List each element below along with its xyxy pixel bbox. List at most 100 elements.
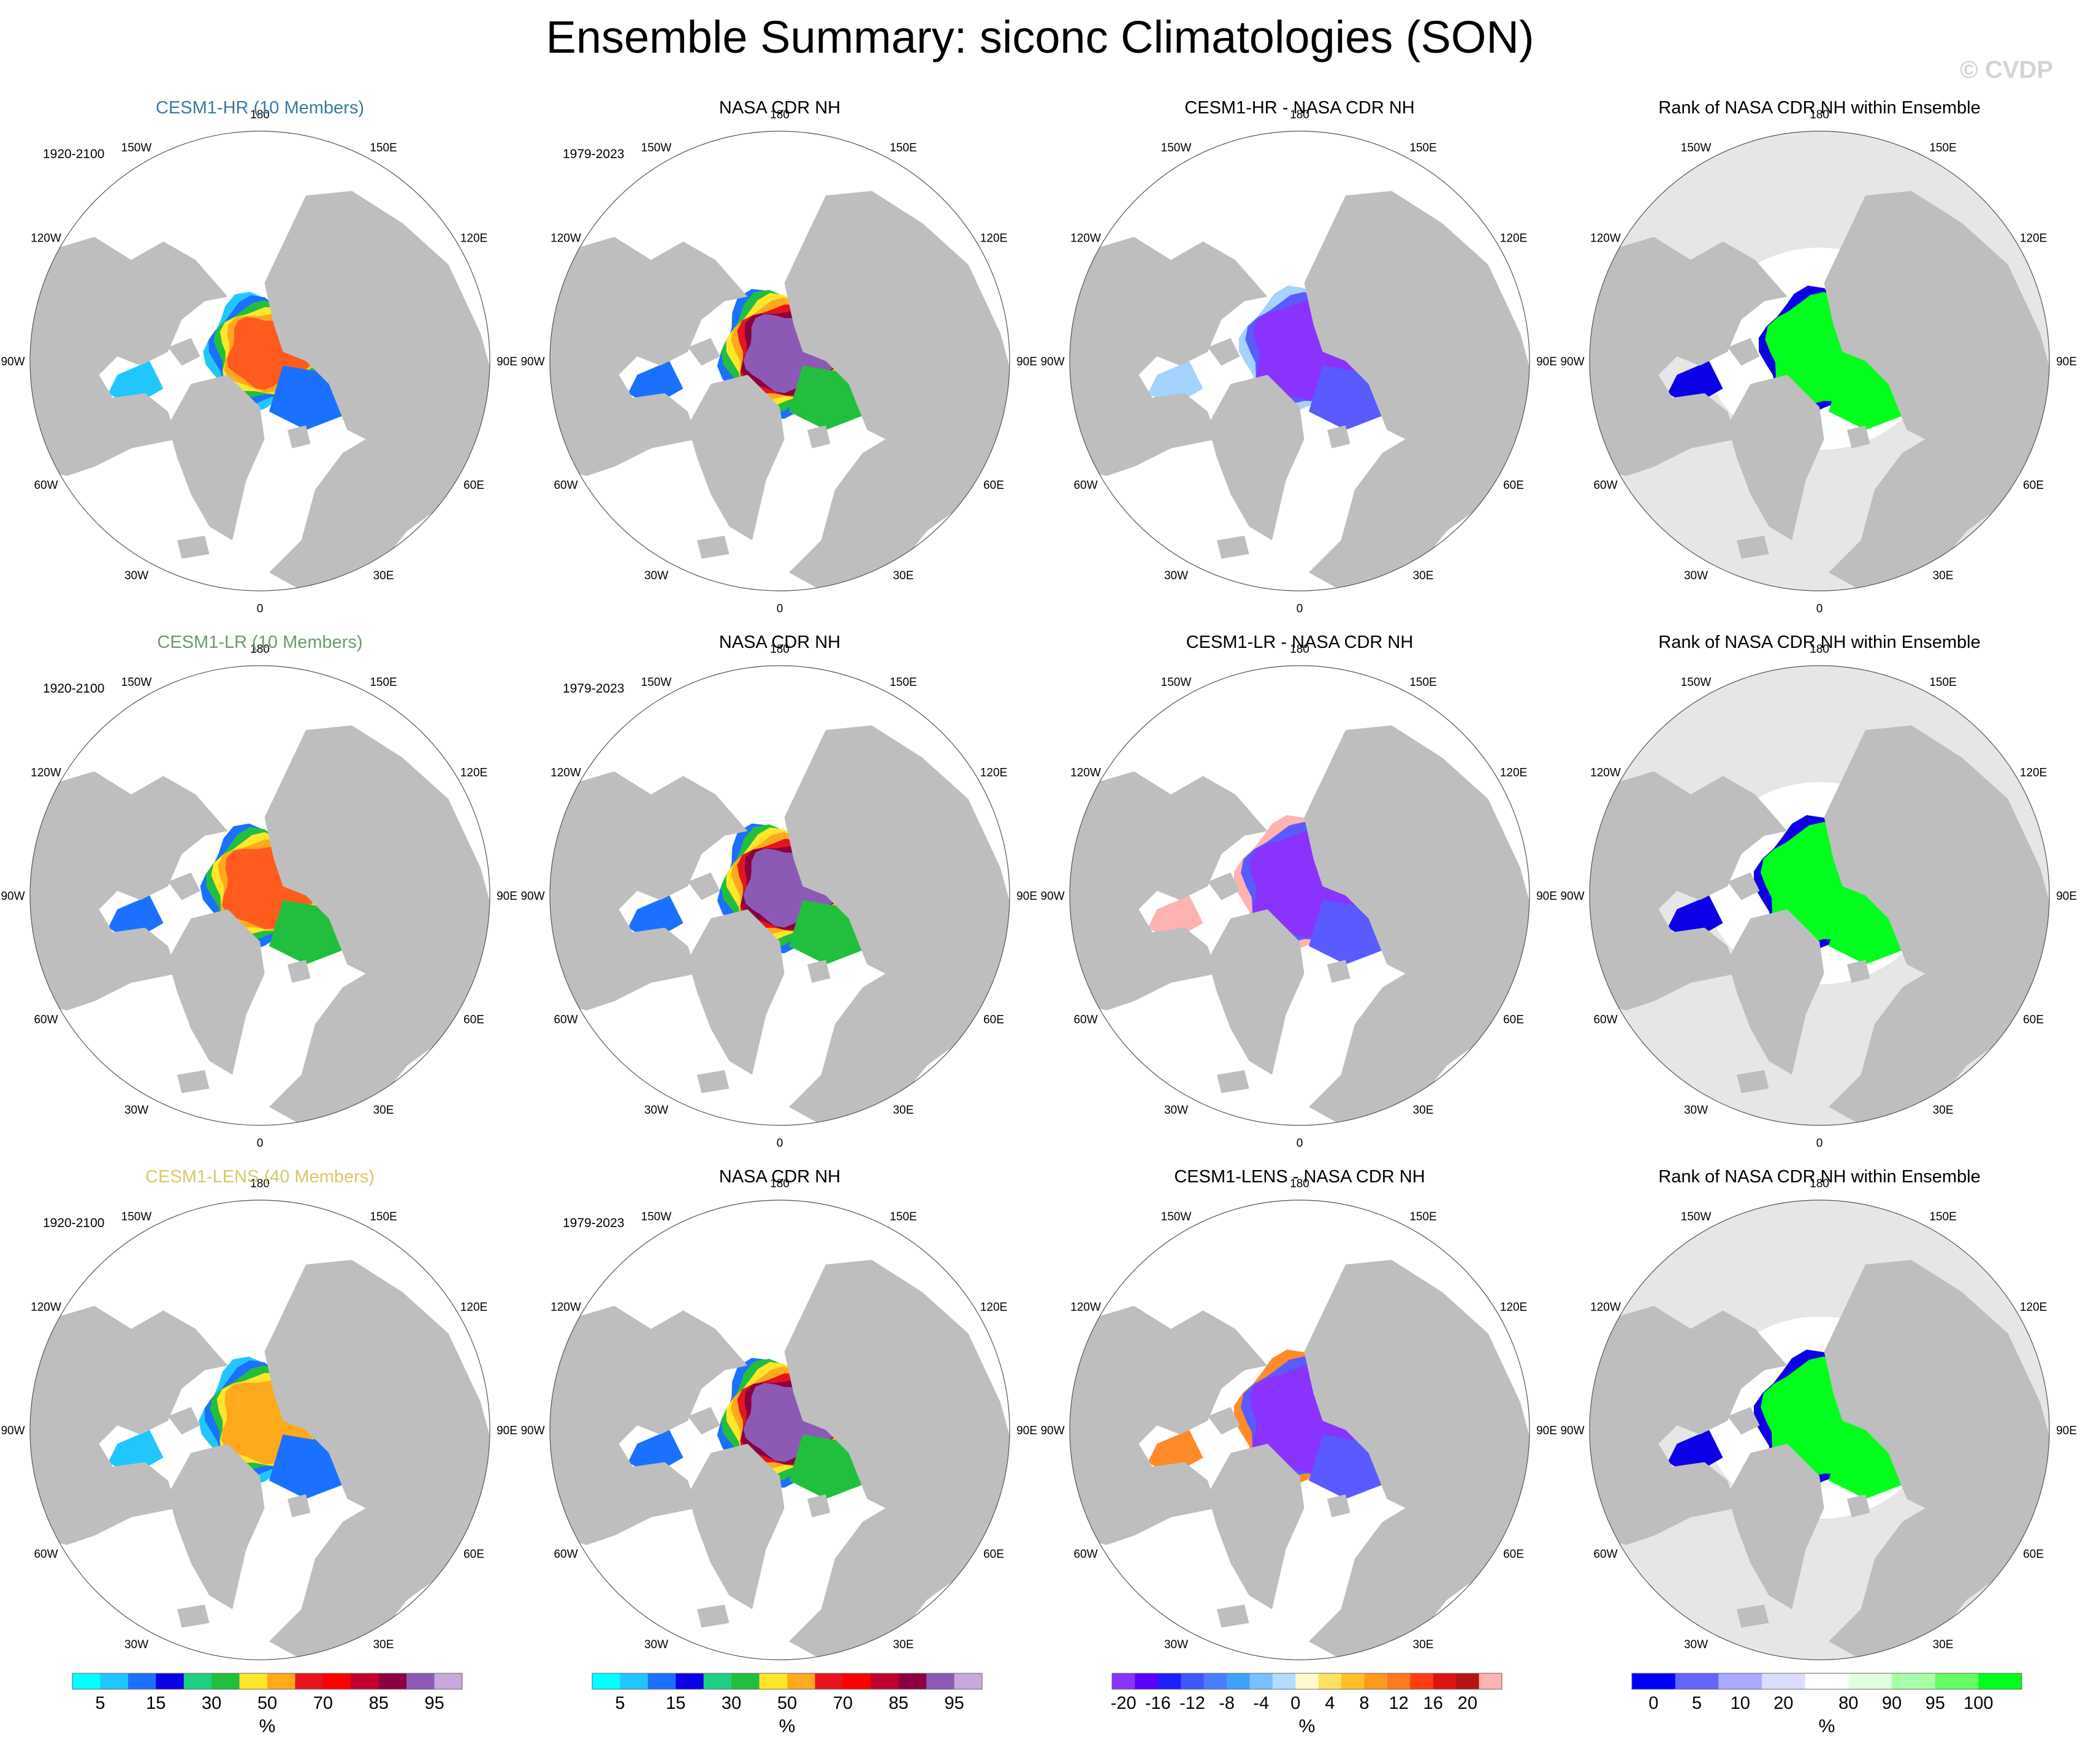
land-novaya	[1902, 1434, 1935, 1467]
longitude-label: 180	[250, 1177, 270, 1190]
panel-title: CESM1-HR (10 Members)	[156, 98, 364, 118]
longitude-label: 30W	[124, 1104, 148, 1117]
land-greenland	[688, 374, 785, 541]
longitude-label: 120E	[2020, 767, 2047, 780]
colorbar-swatch	[1387, 1673, 1411, 1689]
period-label: 1979-2023	[563, 682, 625, 696]
longitude-label: 120E	[1500, 232, 1527, 245]
longitude-label: 150W	[641, 142, 672, 154]
sea-ice-patch-hudson	[628, 895, 684, 941]
longitude-label: 120W	[550, 767, 581, 780]
land-novaya	[343, 900, 375, 932]
land-northAmerica	[1590, 1306, 1788, 1545]
longitude-label: 150W	[1161, 676, 1192, 689]
land-arch1	[1208, 872, 1240, 900]
land-eurasia	[264, 191, 490, 591]
land-arch2	[1709, 324, 1732, 343]
land-arch2	[1709, 859, 1732, 877]
colorbar-swatch	[1935, 1673, 1979, 1689]
colorbar-tick-label: 50	[777, 1694, 797, 1713]
colorbar-swatch	[1805, 1673, 1849, 1689]
figure-title: Ensemble Summary: siconc Climatologies (…	[546, 12, 1534, 63]
colorbar-tick-label: 0	[1290, 1694, 1300, 1713]
land-eurasia	[1824, 1260, 2049, 1660]
longitude-label: 180	[770, 108, 790, 121]
longitude-label: 90E	[2056, 890, 2077, 903]
longitude-label: 120E	[460, 1301, 487, 1314]
land-iceland	[1217, 1070, 1249, 1093]
map-panel-model: 180 150W 150E 120W 120E 90W 90E 60W 60E 30W 30E 0 CE…	[0, 98, 520, 631]
colorbar-tick-label: 30	[202, 1694, 221, 1713]
land-svalbard	[1847, 960, 1870, 983]
colorbar-tick-label: 90	[1882, 1694, 1902, 1713]
map-panel-obs: 180150W150E120W120E90W90E60W60E30W30E0NA…	[520, 1167, 1040, 1700]
longitude-label: 150W	[641, 676, 672, 689]
colorbar-swatch	[703, 1673, 732, 1689]
period-label: 1979-2023	[563, 1216, 625, 1230]
longitude-label: 60W	[34, 1548, 58, 1561]
colorbar-swatch	[842, 1673, 871, 1689]
land-arch2	[669, 324, 693, 343]
colorbar-legend: 0 5 10 20 80 90 95 100%	[1631, 1672, 2022, 1764]
panel-title: CESM1-HR - NASA CDR NH	[1184, 98, 1415, 118]
colorbar-swatch	[156, 1673, 185, 1689]
longitude-label: 150W	[1681, 142, 1712, 154]
colorbar-swatch	[128, 1673, 156, 1689]
land-greenland	[1208, 909, 1305, 1075]
land-iceland	[1737, 536, 1769, 559]
land-novaya	[1902, 900, 1935, 932]
colorbar-tick-label: -4	[1253, 1694, 1269, 1713]
colorbar-tick-label: 30	[722, 1694, 741, 1713]
longitude-label: 0	[1816, 603, 1823, 615]
land-arch2	[1189, 324, 1213, 343]
land-northAmerica	[1070, 237, 1268, 476]
colorbar-swatch	[1848, 1673, 1892, 1689]
colorbar-swatch	[1295, 1673, 1319, 1689]
longitude-label: 60W	[34, 479, 58, 492]
colorbar-tick-label: 85	[889, 1694, 909, 1713]
colorbar-tick-label: 70	[313, 1694, 333, 1713]
land-arch1	[688, 1407, 720, 1435]
longitude-label: 120E	[1500, 767, 1527, 780]
longitude-label: 60E	[2023, 479, 2044, 492]
colorbar-tick-label: 85	[369, 1694, 389, 1713]
longitude-label: 150W	[1681, 1211, 1712, 1223]
longitude-label: 150W	[1681, 676, 1712, 689]
longitude-label: 90W	[1, 355, 25, 368]
land-arch1	[168, 1407, 200, 1435]
map-boundary	[1589, 665, 2050, 1126]
longitude-label: 150W	[121, 676, 152, 689]
colorbar-swatch	[898, 1673, 927, 1689]
land-northAmerica	[1070, 1306, 1268, 1545]
land-novaya	[863, 365, 895, 398]
longitude-label: 150W	[121, 1211, 152, 1223]
land-iceland	[697, 536, 730, 559]
longitude-label: 0	[257, 1137, 264, 1150]
colorbar-swatch	[322, 1673, 351, 1689]
land-northAmerica	[550, 237, 748, 476]
land-svalbard	[1327, 960, 1350, 983]
land-svalbard	[807, 425, 831, 449]
longitude-label: 180	[1810, 1177, 1829, 1190]
longitude-label: 0	[777, 603, 783, 615]
longitude-label: 180	[1810, 643, 1829, 656]
longitude-label: 120E	[980, 767, 1007, 780]
land-novaya	[1382, 365, 1415, 398]
colorbar-swatch	[1341, 1673, 1365, 1689]
colorbar-swatch	[183, 1673, 212, 1689]
panel-title: Rank of NASA CDR NH within Ensemble	[1658, 633, 1981, 652]
colorbar-swatch	[1318, 1673, 1342, 1689]
colorbar-tick-label: 80	[1838, 1694, 1858, 1713]
colorbar-swatch	[759, 1673, 788, 1689]
land-svalbard	[288, 960, 311, 983]
land-svalbard	[1847, 425, 1870, 449]
colorbar-tick-label: -20	[1111, 1694, 1137, 1713]
longitude-label: 60W	[554, 1548, 577, 1561]
colorbar-swatch	[100, 1673, 129, 1689]
land-iceland	[697, 1070, 730, 1093]
colorbar-tick-label: 12	[1389, 1694, 1408, 1713]
colorbar-tick-label: 8	[1359, 1694, 1369, 1713]
longitude-label: 90W	[1, 1424, 25, 1437]
